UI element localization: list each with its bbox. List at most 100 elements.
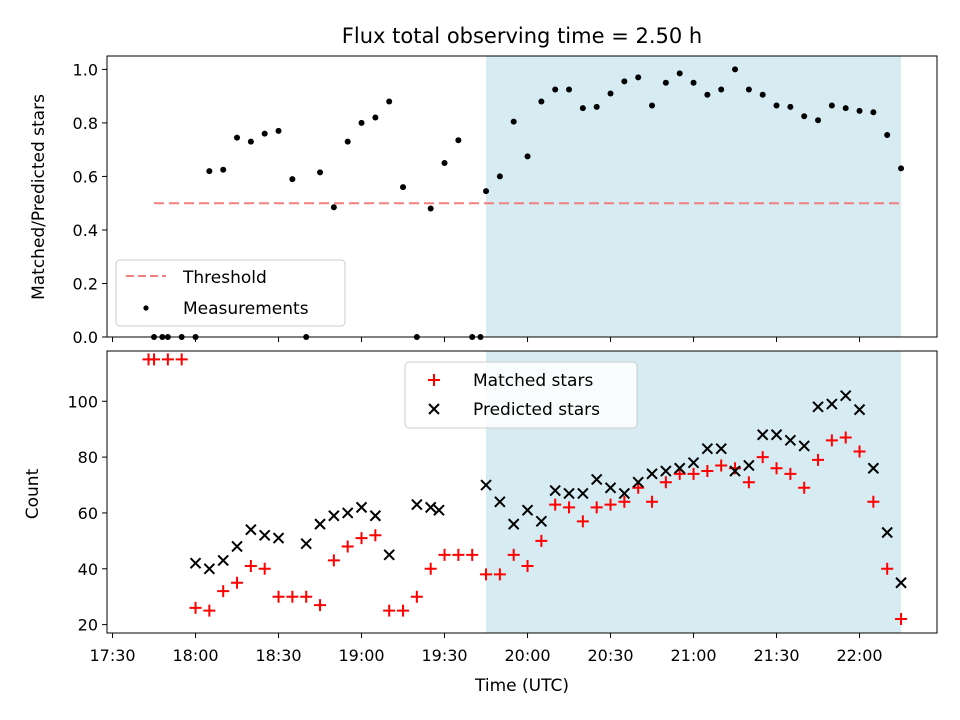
x-tick-label: 19:00 xyxy=(338,646,384,665)
measurement-point xyxy=(884,131,891,138)
y-tick-label: 0.2 xyxy=(73,274,98,293)
measurement-point xyxy=(676,70,683,77)
measurement-point xyxy=(220,166,227,173)
measurement-point xyxy=(621,78,628,85)
measurement-point xyxy=(206,168,213,175)
predicted-star-point xyxy=(549,484,561,497)
predicted-star-point xyxy=(563,487,575,500)
top-panel: 0.0 0.2 0.4 0.6 0.8 1.0 Matched/Predicted sta… xyxy=(29,55,938,347)
y-tick-label: 20 xyxy=(78,616,98,635)
measurement-point xyxy=(607,90,614,97)
predicted-star-point xyxy=(494,496,506,508)
matched-star-point xyxy=(659,476,672,489)
matched-star-point xyxy=(881,562,894,575)
bottom-legend: Matched stars Predicted stars xyxy=(404,361,638,429)
measurement-point xyxy=(745,86,752,93)
matched-star-point xyxy=(687,467,700,480)
y-tick-label: 100 xyxy=(67,392,98,411)
y-tick-label: 60 xyxy=(78,504,98,523)
matched-star-point xyxy=(507,548,520,561)
predicted-star-point xyxy=(424,501,437,514)
measurement-point xyxy=(427,205,434,212)
predicted-star-point xyxy=(701,443,714,455)
measurement-point xyxy=(358,119,365,126)
matched-star-point xyxy=(673,467,686,480)
measurement-point xyxy=(815,117,822,124)
matched-star-point xyxy=(812,453,825,466)
top-y-axis-label: Matched/Predicted stars xyxy=(29,94,49,300)
predicted-star-point xyxy=(660,465,672,477)
bottom-x-ticks: 17:30 18:00 18:30 19:00 19:30 20:00 20:30 21:00… xyxy=(89,633,883,665)
measurement-point xyxy=(372,114,379,121)
matched-star-point xyxy=(175,353,188,366)
measurement-point xyxy=(635,74,642,81)
x-tick-label: 20:30 xyxy=(587,646,633,665)
measurement-point xyxy=(870,109,877,116)
predicted-star-point xyxy=(673,462,686,474)
predicted-star-points xyxy=(189,389,907,589)
x-tick-label: 18:30 xyxy=(255,646,301,665)
predicted-star-point xyxy=(839,389,852,402)
predicted-star-point xyxy=(729,465,741,477)
measurement-point xyxy=(704,91,711,98)
predicted-star-point xyxy=(433,504,445,516)
top-x-ticks xyxy=(112,337,861,342)
predicted-star-point xyxy=(328,510,340,522)
predicted-star-point xyxy=(507,518,520,530)
measurement-point xyxy=(842,105,849,112)
top-legend: Threshold Measurements xyxy=(115,259,346,327)
predicted-star-point xyxy=(300,537,312,550)
bottom-legend-box xyxy=(404,361,638,429)
matched-star-point xyxy=(563,501,576,514)
matched-star-point xyxy=(756,451,769,464)
predicted-star-point xyxy=(231,540,243,553)
predicted-star-point xyxy=(618,487,631,500)
measurement-point xyxy=(247,138,254,145)
measurement-point xyxy=(579,105,586,112)
matched-star-point xyxy=(383,604,396,617)
measurement-point xyxy=(261,130,268,137)
matched-star-point xyxy=(521,559,534,572)
bottom-y-axis-label: Count xyxy=(23,468,43,519)
predicted-star-point xyxy=(867,462,880,474)
matched-star-point xyxy=(493,568,506,581)
predicted-star-point xyxy=(895,577,907,589)
measurement-point xyxy=(759,91,766,98)
matched-star-point xyxy=(369,529,382,542)
measurement-point xyxy=(524,153,531,160)
predicted-star-point xyxy=(632,476,644,488)
predicted-star-point xyxy=(480,479,492,491)
measurement-point xyxy=(552,86,559,93)
measurement-point xyxy=(801,113,808,120)
predicted-star-point xyxy=(341,507,354,519)
matched-star-point xyxy=(632,481,645,494)
matched-star-point xyxy=(646,495,659,508)
legend-matched-label: Matched stars xyxy=(473,371,593,391)
predicted-star-point xyxy=(743,459,755,472)
predicted-star-point xyxy=(355,501,368,514)
x-tick-label: 21:00 xyxy=(670,646,716,665)
matched-star-point xyxy=(189,601,202,614)
matched-star-point xyxy=(203,604,216,617)
measurement-point xyxy=(690,79,697,86)
x-tick-label: 21:30 xyxy=(753,646,799,665)
measurement-point xyxy=(538,98,545,105)
predicted-star-point xyxy=(369,510,382,522)
predicted-star-point xyxy=(258,529,271,541)
matched-star-point xyxy=(327,554,340,567)
predicted-star-point xyxy=(756,429,769,441)
matched-star-point xyxy=(604,498,617,511)
measurement-point xyxy=(275,127,282,134)
y-tick-label: 80 xyxy=(78,448,98,467)
predicted-star-point xyxy=(189,557,202,569)
measurement-point xyxy=(649,102,656,109)
measurement-point xyxy=(773,102,780,109)
bottom-y-ticks: 20 40 60 80 100 xyxy=(67,392,107,635)
measurement-point xyxy=(566,86,573,93)
measurement-point xyxy=(330,204,337,211)
predicted-star-point xyxy=(770,429,783,441)
predicted-star-point xyxy=(604,482,617,494)
measurement-point xyxy=(317,169,324,176)
measurement-point xyxy=(718,86,725,93)
y-tick-label: 0.6 xyxy=(73,167,98,186)
